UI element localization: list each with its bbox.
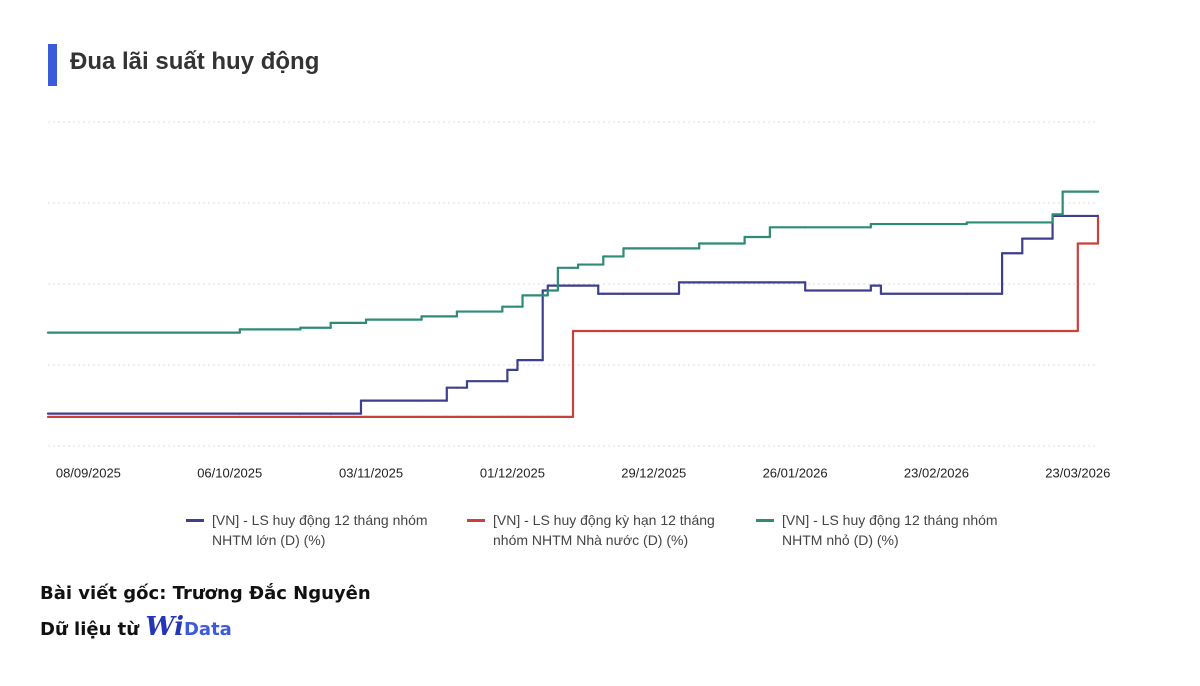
series-line: [46, 214, 1100, 415]
footer-source: Bài viết gốc: Trương Đắc Nguyên: [40, 583, 371, 604]
series-line: [46, 190, 1100, 334]
x-tick-label: 01/12/2025: [480, 465, 545, 480]
x-tick-label: 23/02/2026: [904, 465, 969, 480]
legend-swatch: [186, 519, 204, 522]
legend-label: [VN] - LS huy động 12 tháng nhóm NHTM nh…: [782, 512, 998, 548]
x-tick-label: 08/09/2025: [56, 465, 121, 480]
legend-swatch: [467, 519, 485, 522]
x-tick-label: 06/10/2025: [197, 465, 262, 480]
data-label: Dữ liệu từ: [40, 619, 140, 640]
x-tick-label: 26/01/2026: [763, 465, 828, 480]
legend-entry: [VN] - LS huy động 12 tháng nhóm NHTM nh…: [756, 510, 1032, 550]
legend-label: [VN] - LS huy động kỳ hạn 12 tháng nhóm …: [493, 512, 715, 548]
footer-data: Dữ liệu từ WiData: [40, 612, 232, 642]
title-accent: [48, 44, 57, 86]
x-tick-label: 23/03/2026: [1045, 465, 1110, 480]
logo-mark: Wi: [145, 612, 184, 642]
x-tick-label: 29/12/2025: [621, 465, 686, 480]
legend-swatch: [756, 519, 774, 522]
legend-entry: [VN] - LS huy động kỳ hạn 12 tháng nhóm …: [467, 510, 743, 550]
logo-text: Data: [183, 619, 232, 640]
legend-entry: [VN] - LS huy động 12 tháng nhóm NHTM lớ…: [186, 510, 462, 550]
chart-title: Đua lãi suất huy động: [70, 48, 320, 75]
series-line: [46, 216, 1100, 418]
x-tick-label: 03/11/2025: [339, 465, 403, 480]
legend-label: [VN] - LS huy động 12 tháng nhóm NHTM lớ…: [212, 512, 428, 548]
